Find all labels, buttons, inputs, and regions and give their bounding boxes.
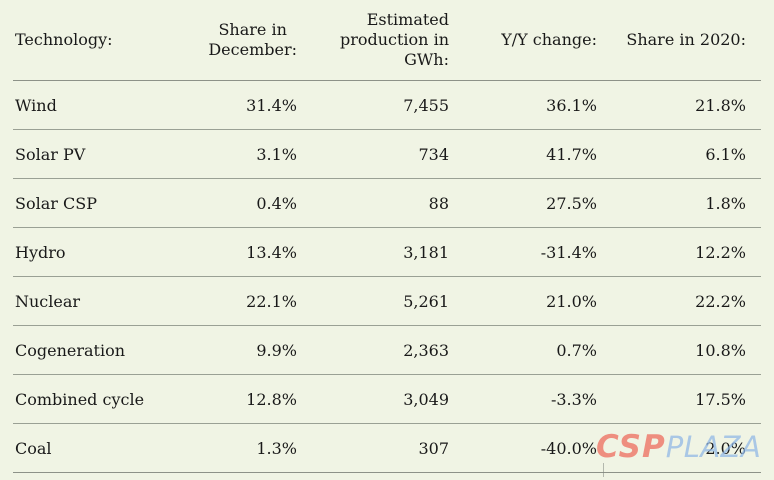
table-body: Wind 31.4% 7,455 36.1% 21.8% Solar PV 3.… bbox=[13, 81, 761, 473]
cell-share-december: 0.4% bbox=[183, 178, 312, 228]
table-row-solar-pv: Solar PV 3.1% 734 41.7% 6.1% bbox=[13, 129, 761, 179]
cell-share-2020: 6.1% bbox=[612, 129, 761, 179]
column-header-technology: Technology: bbox=[13, 0, 183, 81]
cell-technology: Nuclear bbox=[13, 276, 183, 326]
cell-yy-change: 36.1% bbox=[546, 95, 597, 115]
cell-share-december: 22.1% bbox=[183, 276, 312, 326]
column-header-label: Technology: bbox=[15, 30, 113, 49]
cell-share-2020: 1.8% bbox=[612, 178, 761, 228]
cell-technology: Coal bbox=[13, 423, 183, 473]
column-header-label-line: December: bbox=[208, 40, 297, 59]
cell-technology: Solar CSP bbox=[13, 178, 183, 228]
table-row-hydro: Hydro 13.4% 3,181 -31.4% 12.2% bbox=[13, 227, 761, 277]
cell-share-december: 1.3% bbox=[183, 423, 312, 473]
cell-yy-change: 27.5% bbox=[464, 178, 612, 228]
cell-production-gwh: 3,181 bbox=[312, 227, 464, 277]
column-header-label-line: production in bbox=[339, 30, 449, 49]
energy-production-table-container: Technology: Share in December: Estimated… bbox=[13, 0, 761, 473]
cell-share-december: 31.4% bbox=[246, 95, 297, 115]
cell-share-2020: 17.5% bbox=[612, 374, 761, 424]
column-header-label-line: GWh: bbox=[404, 50, 449, 69]
column-header-share-in-december: Share in December: bbox=[183, 0, 312, 81]
cell-technology: Hydro bbox=[13, 227, 183, 277]
table-header: Technology: Share in December: Estimated… bbox=[13, 0, 761, 81]
cell-production-gwh: 734 bbox=[312, 129, 464, 179]
table-row-coal: Coal 1.3% 307 -40.0% 2.0% bbox=[13, 423, 761, 473]
cell-yy-change: 41.7% bbox=[464, 129, 612, 179]
cell-share-2020: 10.8% bbox=[612, 325, 761, 375]
cell-share-december: 12.8% bbox=[183, 374, 312, 424]
table-row-solar-csp: Solar CSP 0.4% 88 27.5% 1.8% bbox=[13, 178, 761, 228]
header-row: Technology: Share in December: Estimated… bbox=[13, 0, 761, 81]
cell-production-gwh: 88 bbox=[312, 178, 464, 228]
cell-production-gwh: 307 bbox=[312, 423, 464, 473]
energy-production-table: Technology: Share in December: Estimated… bbox=[13, 0, 761, 473]
cell-share-december: 13.4% bbox=[183, 227, 312, 277]
cell-share-2020: 22.2% bbox=[612, 276, 761, 326]
cell-yy-change: -31.4% bbox=[464, 227, 612, 277]
cell-share-2020: 12.2% bbox=[612, 227, 761, 277]
column-header-label: Share in 2020: bbox=[626, 30, 746, 49]
cell-share-2020: 21.8% bbox=[695, 95, 746, 115]
table-row-combined-cycle: Combined cycle 12.8% 3,049 -3.3% 17.5% bbox=[13, 374, 761, 424]
cell-production-gwh: 2,363 bbox=[312, 325, 464, 375]
column-header-label: Y/Y change: bbox=[501, 30, 597, 49]
cell-production-gwh: 5,261 bbox=[312, 276, 464, 326]
cell-technology: Cogeneration bbox=[13, 325, 183, 375]
cell-yy-change: 0.7% bbox=[464, 325, 612, 375]
cell-production-gwh: 3,049 bbox=[312, 374, 464, 424]
cell-yy-change: -40.0% bbox=[464, 423, 612, 473]
column-header-share-in-2020: Share in 2020: bbox=[612, 0, 761, 81]
cell-share-2020: 2.0% bbox=[612, 423, 761, 473]
cell-technology: Wind bbox=[15, 95, 57, 115]
cell-technology: Solar PV bbox=[13, 129, 183, 179]
column-header-estimated-production: Estimated production in GWh: bbox=[312, 0, 464, 81]
table-row-wind: Wind 31.4% 7,455 36.1% 21.8% bbox=[13, 81, 761, 130]
cell-technology: Combined cycle bbox=[13, 374, 183, 424]
column-header-label-line: Estimated bbox=[366, 10, 449, 29]
cell-share-december: 3.1% bbox=[183, 129, 312, 179]
cell-yy-change: 21.0% bbox=[464, 276, 612, 326]
column-header-label-line: Share in bbox=[218, 20, 287, 39]
cell-share-december: 9.9% bbox=[183, 325, 312, 375]
table-row-nuclear: Nuclear 22.1% 5,261 21.0% 22.2% bbox=[13, 276, 761, 326]
cell-production-gwh: 7,455 bbox=[403, 95, 449, 115]
column-header-yy-change: Y/Y change: bbox=[464, 0, 612, 81]
cell-yy-change: -3.3% bbox=[464, 374, 612, 424]
table-row-cogeneration: Cogeneration 9.9% 2,363 0.7% 10.8% bbox=[13, 325, 761, 375]
